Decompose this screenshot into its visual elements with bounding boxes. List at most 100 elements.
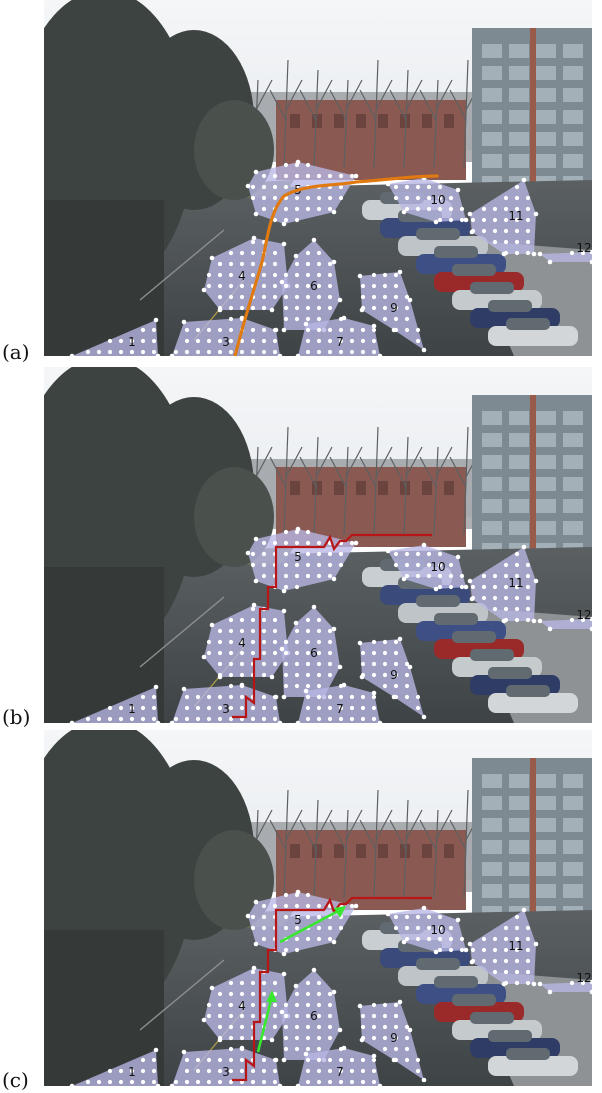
grid-dot xyxy=(580,617,586,623)
grid-dot xyxy=(437,573,443,579)
grid-dot xyxy=(228,305,234,311)
zone-polygon xyxy=(540,982,592,992)
grid-dot xyxy=(151,1057,157,1063)
zone-polygon xyxy=(204,605,288,677)
grid-dot xyxy=(305,914,311,920)
grid-dot xyxy=(338,349,344,355)
grid-dot xyxy=(217,639,223,645)
grid-dot xyxy=(206,338,212,344)
grid-dot xyxy=(580,250,586,256)
grid-dot xyxy=(269,307,275,313)
grid-dot xyxy=(239,1035,245,1041)
grid-dot xyxy=(250,327,256,333)
grid-dot xyxy=(448,573,454,579)
grid-dot xyxy=(371,1068,377,1074)
grid-dot xyxy=(294,628,300,634)
zone-polygon xyxy=(470,910,536,984)
grid-dot xyxy=(481,573,487,579)
grid-dot xyxy=(492,947,498,953)
grid-dot xyxy=(531,618,537,624)
grid-dot xyxy=(261,551,267,557)
grid-dot xyxy=(217,628,223,634)
grid-dot xyxy=(283,1024,289,1030)
grid-dot xyxy=(283,206,289,212)
grid-dot xyxy=(272,173,278,179)
grid-dot xyxy=(371,716,377,722)
grid-dot xyxy=(217,1037,223,1043)
grid-dot xyxy=(404,1024,410,1030)
grid-dot xyxy=(217,716,223,722)
grid-dot xyxy=(294,573,300,579)
grid-dot xyxy=(327,639,333,645)
grid-dot xyxy=(305,716,311,722)
zone-7: 7 xyxy=(295,1045,383,1086)
grid-dot xyxy=(129,349,135,355)
grid-dot xyxy=(305,162,311,168)
grid-dot xyxy=(281,608,287,614)
grid-dot xyxy=(239,991,245,997)
grid-dot xyxy=(525,239,531,245)
grid-dot xyxy=(481,217,487,223)
grid-dot xyxy=(393,1035,399,1041)
grid-dot xyxy=(206,283,212,289)
grid-dot xyxy=(272,349,278,355)
grid-dot xyxy=(261,914,267,920)
grid-dot xyxy=(470,947,476,953)
grid-dot xyxy=(201,287,207,293)
grid-dot xyxy=(514,936,520,942)
grid-dot xyxy=(294,947,300,953)
grid-dot xyxy=(279,279,285,285)
zone-label: 9 xyxy=(390,301,398,315)
grid-dot xyxy=(294,991,300,997)
grid-dot xyxy=(294,272,300,278)
grid-dot xyxy=(305,1024,311,1030)
grid-dot xyxy=(261,925,267,931)
grid-dot xyxy=(525,584,531,590)
grid-dot xyxy=(569,980,575,986)
grid-dot xyxy=(239,272,245,278)
grid-dot xyxy=(129,1079,135,1085)
grid-dot xyxy=(503,958,509,964)
grid-dot xyxy=(295,159,301,165)
grid-dot xyxy=(294,305,300,311)
grid-dot xyxy=(514,584,520,590)
grid-dot xyxy=(492,606,498,612)
grid-dot xyxy=(331,259,337,265)
grid-dot xyxy=(448,562,454,568)
grid-dot xyxy=(181,686,187,692)
grid-dot xyxy=(337,1027,343,1033)
zone-label: 11 xyxy=(508,939,523,953)
grid-dot xyxy=(341,1045,347,1051)
grid-dot xyxy=(327,338,333,344)
grid-dot xyxy=(184,349,190,355)
grid-dot xyxy=(327,294,333,300)
grid-dot xyxy=(184,716,190,722)
grid-dot xyxy=(129,716,135,722)
grid-dot xyxy=(349,540,355,546)
zone-label: 1 xyxy=(128,1065,136,1079)
grid-dot xyxy=(250,650,256,656)
grid-dot xyxy=(305,1079,311,1085)
grid-dot xyxy=(360,1068,366,1074)
grid-dot xyxy=(294,217,300,223)
grid-dot xyxy=(338,195,344,201)
grid-dot xyxy=(305,294,311,300)
grid-dot xyxy=(349,1057,355,1063)
grid-dot xyxy=(217,1079,223,1085)
grid-dot xyxy=(327,672,333,678)
grid-dot xyxy=(253,578,259,584)
grid-dot xyxy=(283,540,289,546)
zone-label: 3 xyxy=(222,702,230,716)
grid-dot xyxy=(391,694,397,700)
zone-10: 10 xyxy=(385,175,469,225)
grid-dot xyxy=(195,338,201,344)
grid-dot xyxy=(294,683,300,689)
grid-dot xyxy=(206,694,212,700)
grid-dot xyxy=(239,305,245,311)
grid-dot xyxy=(467,211,473,217)
grid-dot xyxy=(217,1013,223,1019)
grid-dot xyxy=(371,690,377,696)
grid-dot xyxy=(305,349,311,355)
grid-dot xyxy=(195,1068,201,1074)
grid-dot xyxy=(421,1077,427,1083)
